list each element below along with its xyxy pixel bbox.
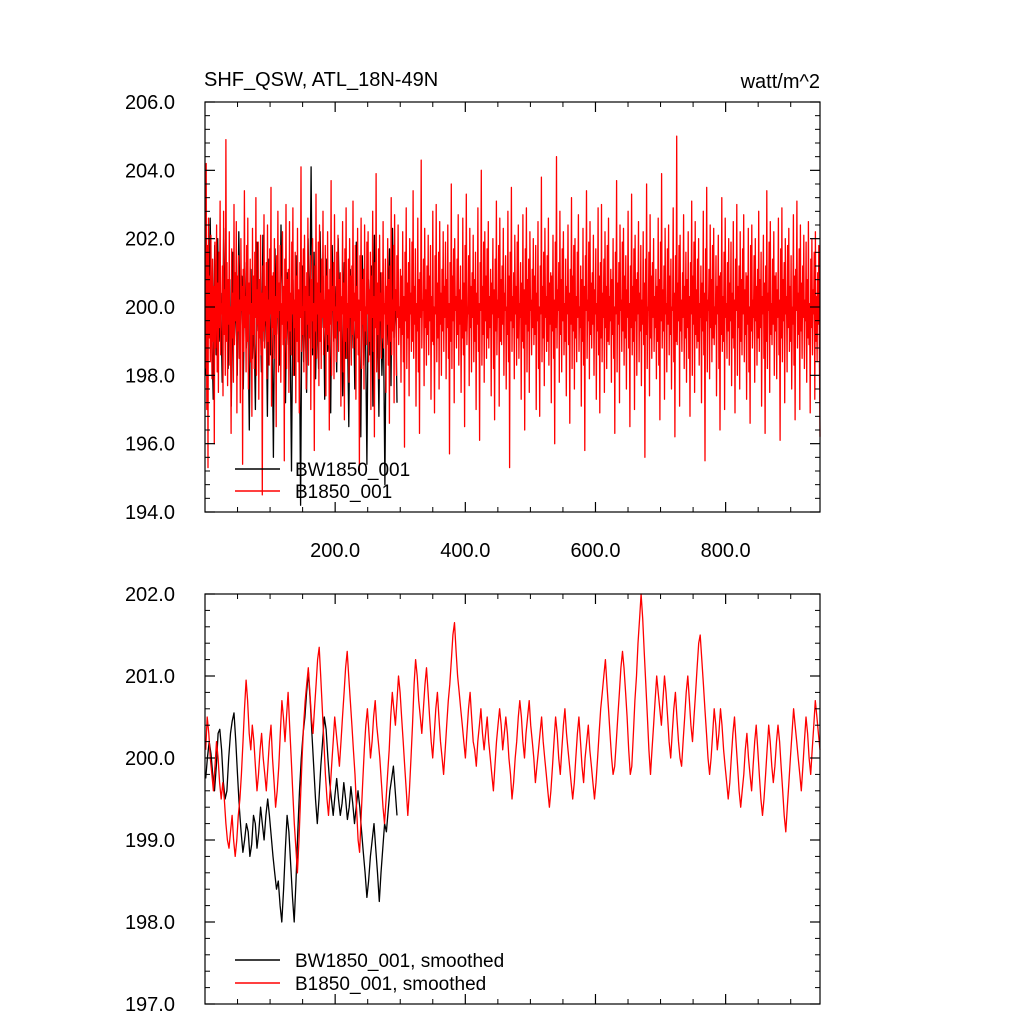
top-title-left: SHF_QSW, ATL_18N-49N [204, 69, 438, 91]
top-xtick-label: 200.0 [310, 540, 360, 562]
top-panel: SHF_QSW, ATL_18N-49N watt/m^2 194.0 196.0… [125, 69, 821, 562]
bottom-series-line-1 [205, 593, 821, 874]
top-ytick-label: 196.0 [125, 434, 175, 456]
top-series-line-1 [205, 135, 821, 496]
bottom-ytick-label: 199.0 [125, 830, 175, 852]
top-ytick-label: 204.0 [125, 160, 175, 182]
bottom-plot-frame [204, 593, 821, 1005]
bottom-series-group [205, 593, 821, 923]
bottom-axes: 197.0 198.0 199.0 200.0 201.0 202.0 [125, 584, 820, 1016]
bottom-ytick-label: 197.0 [125, 994, 175, 1016]
bottom-panel: 197.0 198.0 199.0 200.0 201.0 202.0 BW1850_00… [125, 584, 821, 1016]
top-axes: 194.0 196.0 198.0 200.0 202.0 204.0 206.0 200.0… [125, 92, 820, 562]
top-xtick-label: 800.0 [701, 540, 751, 562]
top-ytick-label: 202.0 [125, 229, 175, 251]
bottom-ytick-label: 202.0 [125, 584, 175, 606]
legend-label-b1850-smoothed: B1850_001, smoothed [295, 974, 486, 995]
top-xtick-label: 400.0 [440, 540, 490, 562]
legend-label-bw1850-smoothed: BW1850_001, smoothed [295, 951, 504, 972]
legend-label-b1850: B1850_001 [295, 482, 392, 503]
bottom-ytick-label: 198.0 [125, 912, 175, 934]
top-legend: BW1850_001 B1850_001 [235, 460, 410, 503]
top-ytick-label: 200.0 [125, 297, 175, 319]
bottom-legend: BW1850_001, smoothed B1850_001, smoothed [235, 951, 504, 995]
top-ytick-label: 206.0 [125, 92, 175, 114]
top-xtick-label: 600.0 [570, 540, 620, 562]
bottom-ytick-label: 200.0 [125, 748, 175, 770]
top-ytick-label: 198.0 [125, 365, 175, 387]
top-series-group [205, 135, 821, 506]
top-ytick-label: 194.0 [125, 502, 175, 524]
legend-label-bw1850: BW1850_001 [295, 460, 410, 481]
top-title-right: watt/m^2 [740, 71, 820, 93]
bottom-series-line-0 [205, 671, 398, 923]
bottom-ytick-label: 201.0 [125, 666, 175, 688]
